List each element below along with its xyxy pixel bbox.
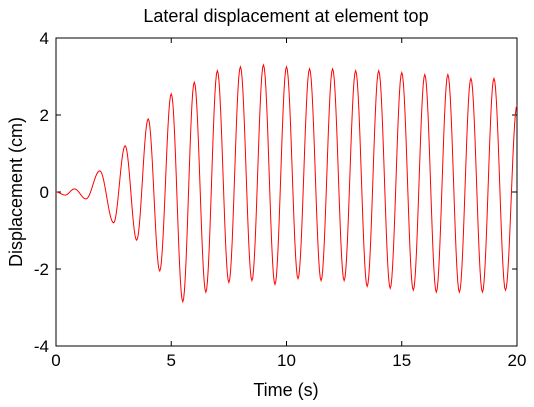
x-tick-label: 0 (51, 351, 60, 370)
plot-area (55, 37, 518, 347)
y-tick-label: -2 (34, 260, 49, 279)
x-tick-label: 20 (508, 351, 527, 370)
y-tick-label: 4 (40, 29, 49, 48)
x-tick-labels: 0 5 10 15 20 (51, 351, 526, 370)
y-tick-labels: 4 2 0 -2 -4 (34, 29, 49, 356)
y-axis-label: Displacement (cm) (6, 117, 26, 267)
x-tick-label: 5 (167, 351, 176, 370)
x-tick-label: 10 (277, 351, 296, 370)
y-tick-label: 2 (40, 106, 49, 125)
x-tick-label: 15 (392, 351, 411, 370)
series-line (55, 63, 518, 304)
x-axis-label: Time (s) (253, 380, 318, 400)
y-tick-label: 0 (40, 183, 49, 202)
chart-title: Lateral displacement at element top (143, 6, 428, 26)
y-tick-label: -4 (34, 337, 49, 356)
